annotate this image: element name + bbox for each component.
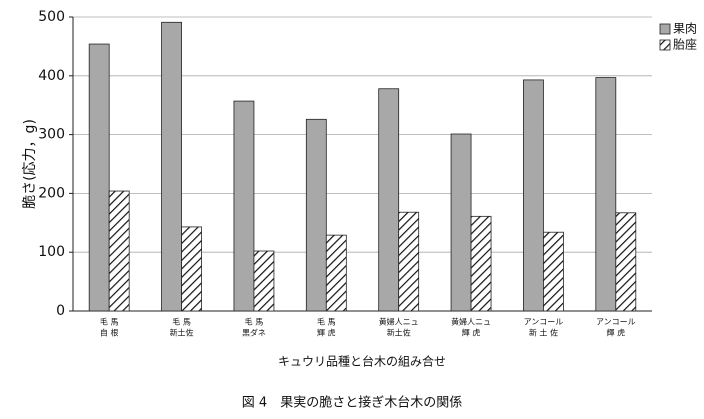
bar	[88, 43, 110, 312]
bar	[325, 234, 347, 312]
x-tick-label: 黄婦人ニュ	[379, 317, 419, 327]
legend-label: 胎座	[673, 37, 697, 52]
x-tick-label: 新 土 佐	[529, 328, 558, 338]
x-tick-label: 毛 馬	[100, 317, 119, 327]
legend-swatch	[659, 39, 671, 51]
x-tick-label: 黄婦人ニュ	[451, 317, 491, 327]
y-tick-label: 400	[38, 68, 65, 84]
x-tick-label: 毛 馬	[172, 317, 191, 327]
x-tick-label: 毛 馬	[245, 317, 264, 327]
y-tick-label: 300	[38, 127, 65, 143]
y-tick-label: 200	[38, 185, 65, 201]
x-tick-label: 黒ダネ	[242, 328, 266, 338]
bar	[253, 250, 275, 312]
x-tick-label: 新土佐	[170, 328, 194, 338]
bar	[398, 211, 420, 312]
bar	[470, 215, 492, 312]
bar	[543, 231, 564, 312]
chart-title: 図 4 果実の脆さと接ぎ木台木の関係	[242, 395, 462, 411]
bar	[615, 212, 637, 312]
bar	[181, 226, 202, 312]
x-tick-label: アンコール	[524, 318, 564, 327]
y-tick-label: 500	[38, 9, 65, 25]
x-tick-label: 毛 馬	[317, 317, 336, 327]
x-tick-label: 新土佐	[387, 328, 411, 338]
x-tick-label: 輝 虎	[607, 328, 626, 338]
y-tick-label: 0	[56, 303, 65, 319]
bar	[161, 21, 182, 312]
x-tick-label: アンコール	[596, 318, 636, 327]
bar	[595, 77, 617, 312]
x-tick-label: 自 根	[100, 328, 119, 338]
bar	[450, 133, 472, 312]
bar	[108, 190, 130, 312]
x-tick-label: 輝 虎	[317, 328, 336, 338]
bar	[523, 79, 544, 312]
y-axis-label: 脆さ(応力，g)	[21, 119, 38, 209]
bar	[305, 118, 327, 312]
bar	[378, 88, 400, 312]
y-tick-label: 100	[38, 244, 65, 260]
x-axis-label: キュウリ品種と台木の組み合せ	[278, 354, 446, 369]
bar	[233, 100, 255, 312]
x-tick-label: 輝 虎	[462, 328, 481, 338]
legend-swatch	[659, 23, 671, 35]
legend-label: 果肉	[673, 22, 697, 36]
